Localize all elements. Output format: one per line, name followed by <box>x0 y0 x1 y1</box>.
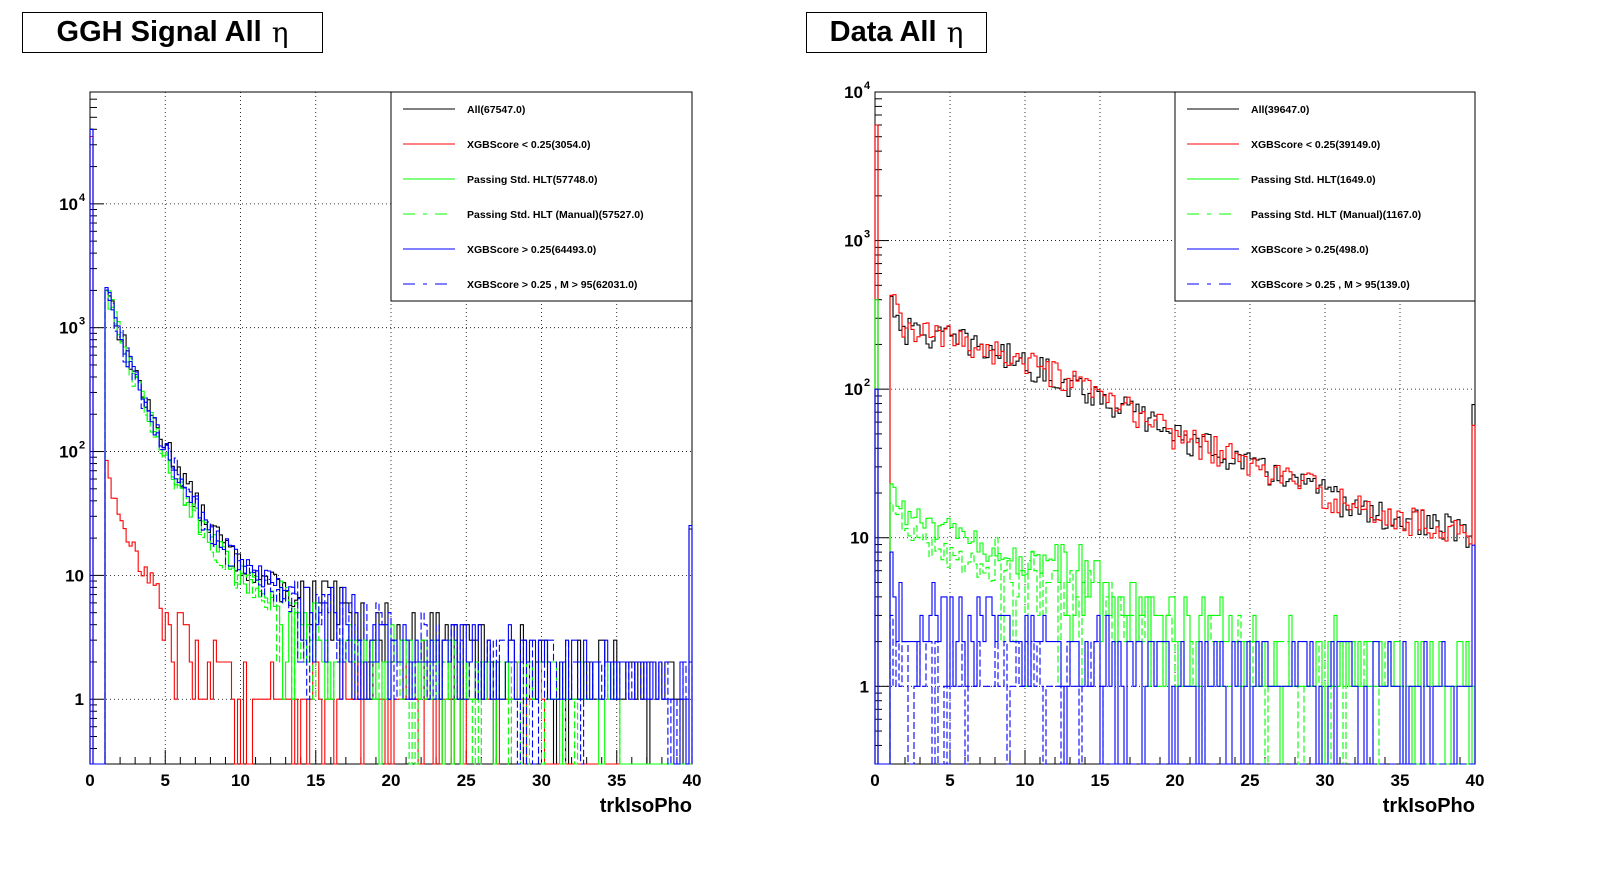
x-tick-label: 25 <box>1241 771 1260 790</box>
legend-entry-label: XGBScore > 0.25 , M > 95(139.0) <box>1251 279 1410 291</box>
legend-entry-label: Passing Std. HLT(1649.0) <box>1251 174 1376 186</box>
y-tick-exponent: 3 <box>79 316 85 328</box>
legend-box <box>1174 91 1476 302</box>
x-tick-label: 5 <box>161 771 170 790</box>
legend-entry-label: XGBScore < 0.25(3054.0) <box>467 139 590 151</box>
histogram-series <box>875 614 1475 765</box>
x-tick-label: 25 <box>457 771 476 790</box>
y-tick-exponent: 2 <box>79 440 85 452</box>
legend-entry-label: XGBScore > 0.25 , M > 95(62031.0) <box>467 279 637 291</box>
y-tick-label: 10 <box>850 529 869 548</box>
chart-title-data: Data All η <box>806 12 987 53</box>
y-tick-label: 10 <box>59 319 78 338</box>
legend-entry-label: Passing Std. HLT(57748.0) <box>467 174 598 186</box>
legend-entry-label: XGBScore > 0.25(498.0) <box>1251 244 1369 256</box>
eta-symbol: η <box>271 16 289 49</box>
x-tick-label: 5 <box>945 771 954 790</box>
legend: All(39647.0) XGBScore < 0.25(39149.0) Pass… <box>1174 91 1476 302</box>
x-tick-label: 20 <box>382 771 401 790</box>
x-tick-label: 35 <box>607 771 626 790</box>
legend-entry-label: Passing Std. HLT (Manual)(57527.0) <box>467 209 644 221</box>
histogram-series <box>89 128 693 765</box>
x-tick-label: 0 <box>870 771 879 790</box>
x-tick-label: 15 <box>306 771 325 790</box>
y-tick-label: 10 <box>844 83 863 102</box>
y-tick-label: 10 <box>844 232 863 251</box>
x-axis-label: trkIsoPho <box>1383 795 1475 817</box>
title-text: GGH Signal All <box>56 16 262 48</box>
y-tick-label: 10 <box>59 443 78 462</box>
legend-entry-label: All(67547.0) <box>467 104 525 116</box>
legend-entry-label: XGBScore > 0.25(64493.0) <box>467 244 596 256</box>
y-tick-exponent: 4 <box>79 192 86 204</box>
x-axis-label: trkIsoPho <box>600 795 692 817</box>
x-tick-label: 30 <box>532 771 551 790</box>
legend-entry-label: XGBScore < 0.25(39149.0) <box>1251 139 1380 151</box>
y-tick-exponent: 4 <box>864 80 871 92</box>
x-tick-label: 35 <box>1391 771 1410 790</box>
histogram-series <box>874 124 1476 765</box>
x-tick-label: 10 <box>231 771 250 790</box>
legend: All(67547.0) XGBScore < 0.25(3054.0) Passi… <box>390 91 693 302</box>
title-text: Data All <box>829 16 937 48</box>
y-tick-label: 10 <box>65 566 84 585</box>
x-tick-label: 0 <box>85 771 94 790</box>
legend-entry-label: Passing Std. HLT (Manual)(1167.0) <box>1251 209 1421 221</box>
x-tick-label: 10 <box>1016 771 1035 790</box>
histogram-series <box>874 124 1476 765</box>
eta-symbol: η <box>946 16 964 49</box>
legend-box <box>390 91 693 302</box>
histogram-series <box>89 128 693 765</box>
x-tick-label: 40 <box>683 771 702 790</box>
legend-entry-label: All(39647.0) <box>1251 104 1309 116</box>
histogram-series <box>874 388 1476 765</box>
y-tick-label: 1 <box>860 677 869 696</box>
x-tick-label: 30 <box>1316 771 1335 790</box>
x-tick-label: 40 <box>1466 771 1485 790</box>
y-tick-label: 1 <box>75 690 84 709</box>
y-tick-exponent: 3 <box>864 229 870 241</box>
y-tick-exponent: 2 <box>864 377 870 389</box>
y-tick-label: 10 <box>844 380 863 399</box>
x-tick-label: 15 <box>1091 771 1110 790</box>
histogram-series <box>90 289 693 765</box>
chart-title-ggh-signal: GGH Signal All η <box>22 12 323 53</box>
x-tick-label: 20 <box>1166 771 1185 790</box>
y-tick-label: 10 <box>59 195 78 214</box>
